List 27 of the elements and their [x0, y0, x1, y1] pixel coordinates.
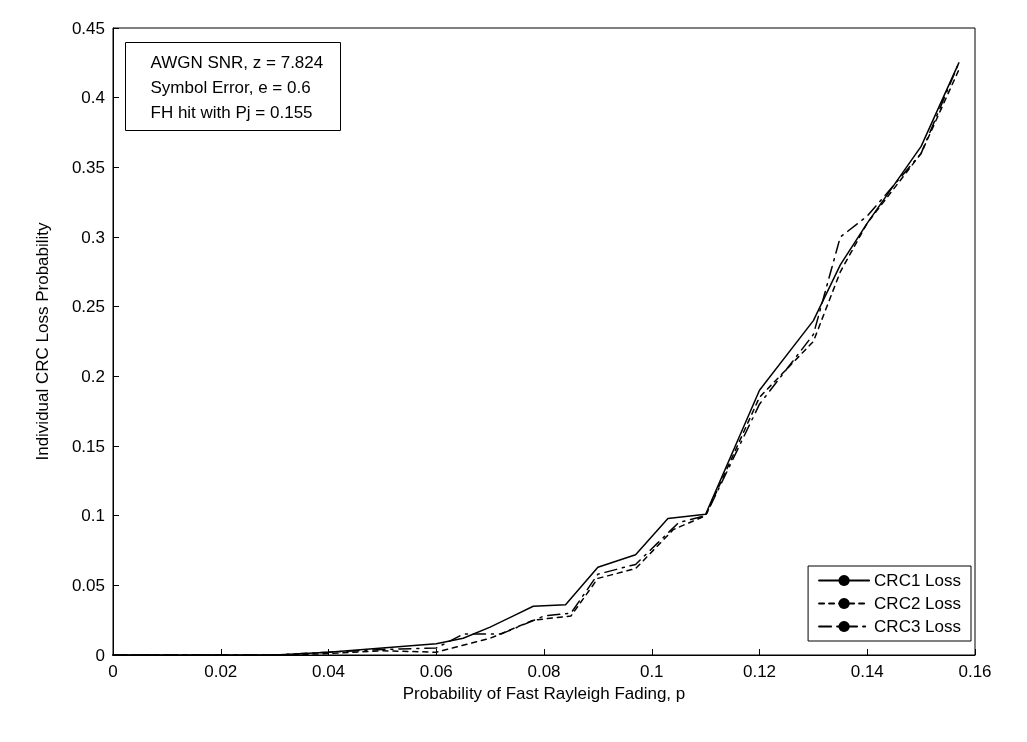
- y-tick-label: 0.1: [81, 506, 105, 526]
- annotation: AWGN SNR, z = 7.824: [150, 52, 324, 72]
- x-axis-title: Probability of Fast Rayleigh Fading, p: [402, 684, 686, 703]
- x-tick-label: 0.06: [419, 662, 453, 681]
- y-tick-label: 0.15: [71, 436, 105, 456]
- y-tick-label: 0.05: [71, 575, 105, 595]
- x-tick-label: 0.16: [958, 662, 992, 681]
- y-tick-label: 0: [95, 645, 105, 665]
- x-tick-label: 0: [108, 662, 118, 681]
- y-tick-label: 0.25: [71, 297, 105, 317]
- legend-label: CRC1 Loss: [874, 571, 961, 590]
- y-tick-label: 0.4: [81, 88, 105, 108]
- x-tick-label: 0.04: [311, 662, 346, 681]
- annotation: Symbol Error, e = 0.6: [150, 77, 311, 97]
- y-tick-label: 0.45: [71, 18, 105, 38]
- x-tick-label: 0.14: [850, 662, 884, 681]
- annotation: FH hit with Pj = 0.155: [150, 102, 313, 122]
- y-axis-title: Individual CRC Loss Probability: [33, 221, 52, 461]
- legend-label: CRC3 Loss: [874, 617, 961, 636]
- x-tick-label: 0.1: [639, 662, 664, 681]
- y-tick-label: 0.2: [81, 366, 105, 386]
- y-tick-label: 0.35: [71, 157, 105, 177]
- y-tick-label: 0.3: [81, 227, 105, 247]
- legend-label: CRC2 Loss: [874, 594, 961, 613]
- x-tick-label: 0.08: [527, 662, 561, 681]
- x-tick-label: 0.12: [742, 662, 777, 681]
- x-tick-label: 0.02: [204, 662, 238, 681]
